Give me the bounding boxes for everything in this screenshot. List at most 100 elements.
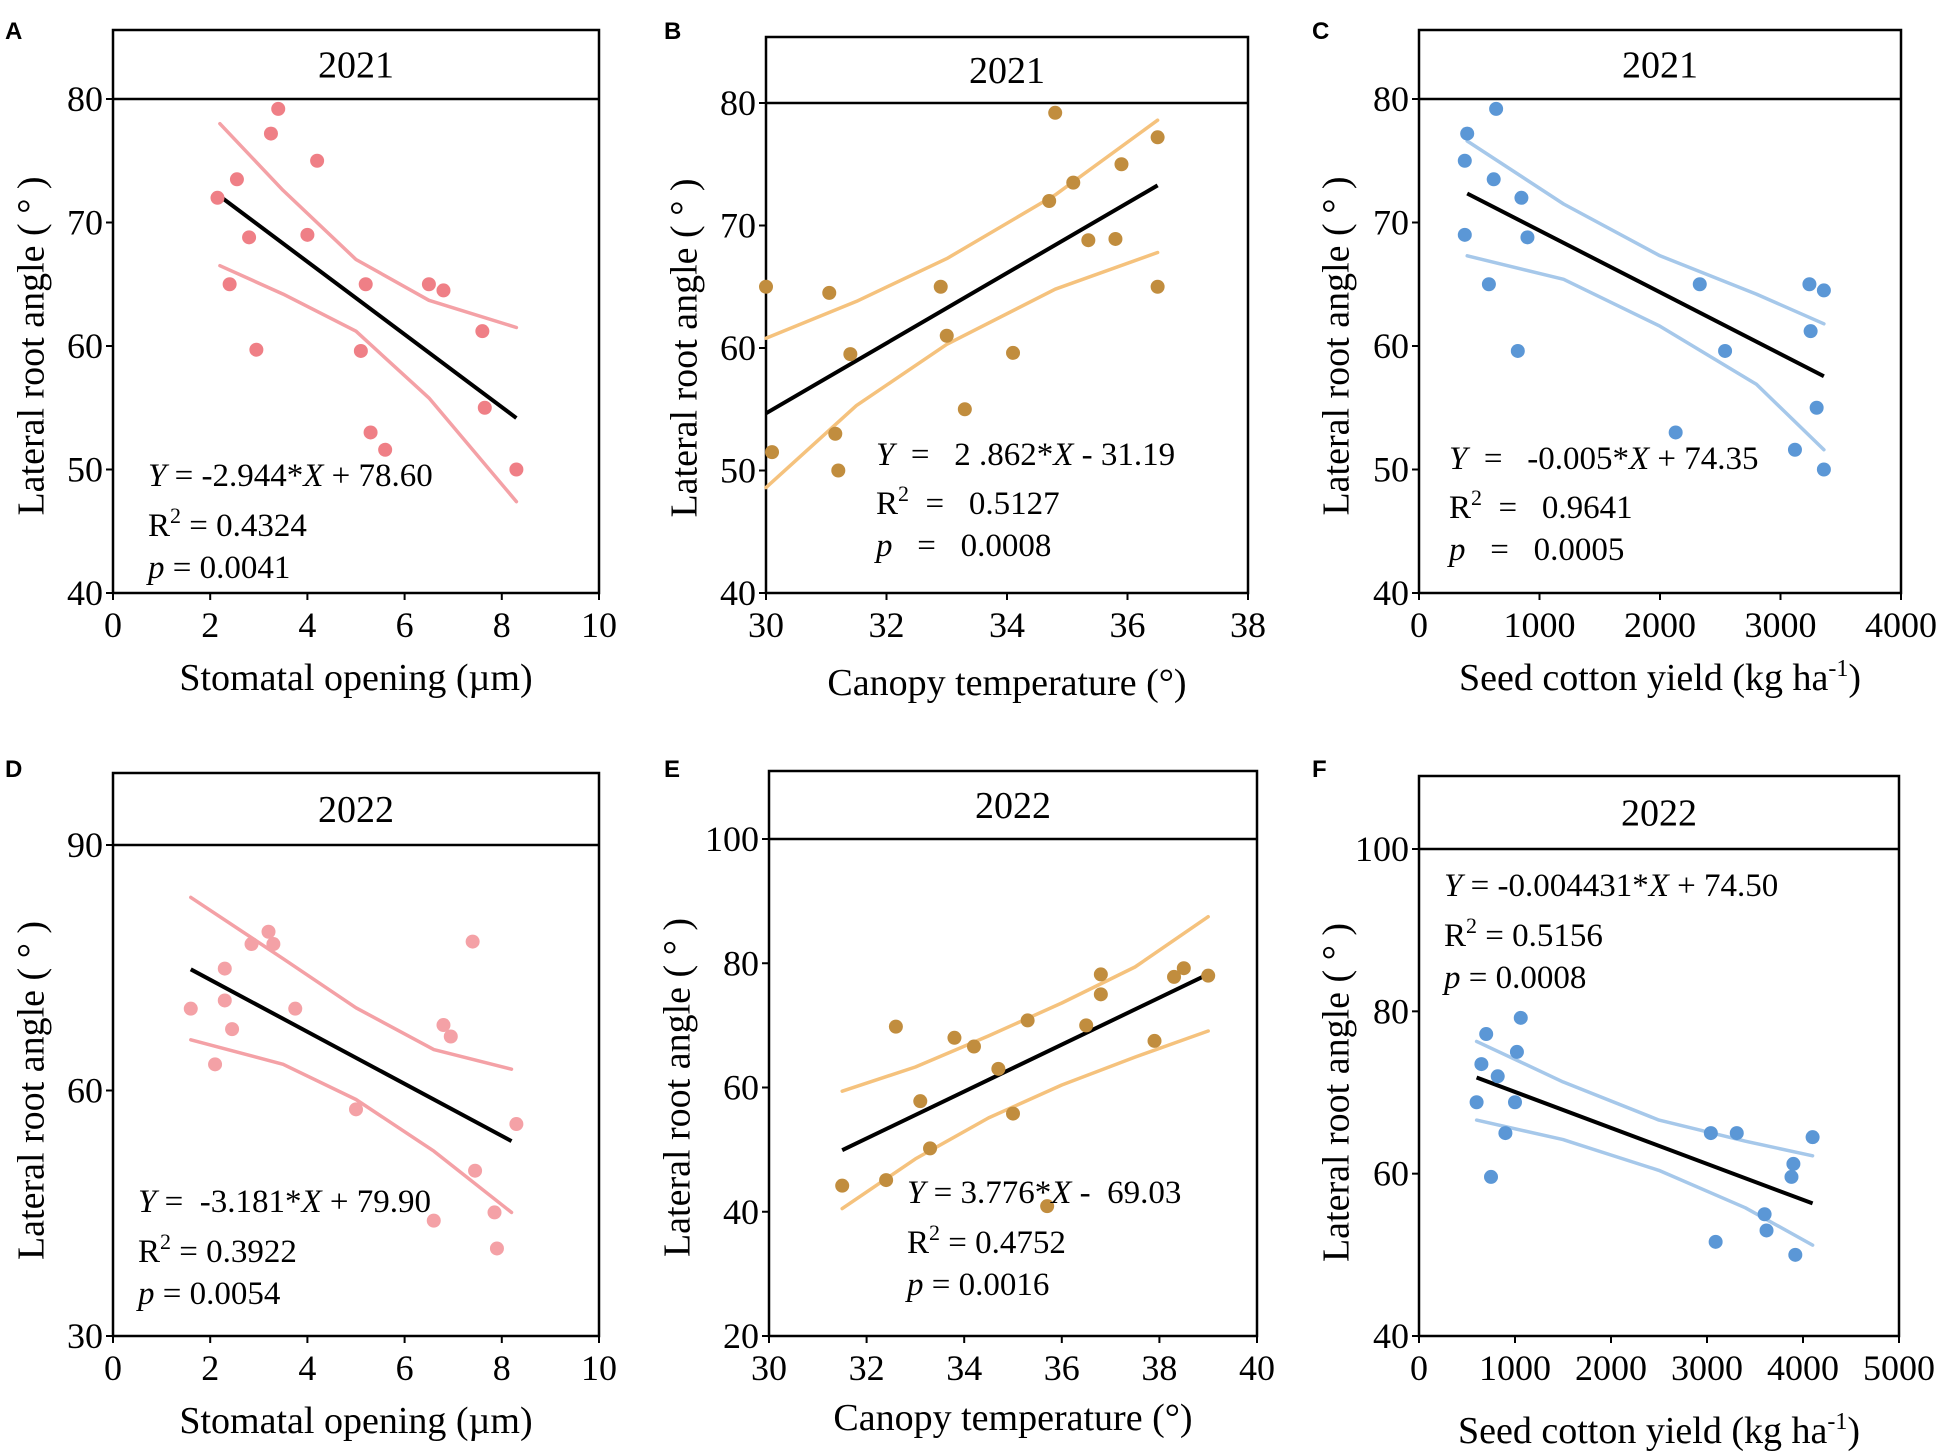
data-point	[939, 328, 954, 343]
x-tick-label: 32	[869, 605, 905, 645]
data-point	[1108, 231, 1123, 246]
x-tick-label: 30	[751, 1348, 787, 1388]
data-point	[1668, 425, 1683, 440]
confidence-band-lower	[1465, 254, 1826, 452]
data-point	[443, 1029, 458, 1044]
data-point	[947, 1030, 962, 1045]
r-squared-label: R2 = 0.9641	[1449, 485, 1633, 526]
confidence-band-lower	[764, 250, 1160, 490]
data-point	[923, 1141, 938, 1156]
x-tick-label: 4	[298, 605, 316, 645]
y-tick-label: 60	[1373, 326, 1409, 366]
y-tick-label: 100	[705, 819, 759, 859]
r-squared-label: R2 = 0.5156	[1444, 913, 1603, 954]
data-point	[261, 924, 276, 939]
data-point	[1786, 1156, 1801, 1171]
data-point	[349, 1102, 363, 1117]
plot-frame	[1417, 774, 1901, 1338]
x-tick-label: 3000	[1671, 1348, 1743, 1388]
y-axis-title: Lateral root angle ( ° )	[1316, 176, 1358, 515]
data-point	[1759, 1223, 1774, 1238]
data-point	[1784, 1169, 1799, 1184]
data-point	[1508, 1095, 1522, 1110]
panel-A: A 2021 40 50 60 70 80 0 2 4 6 8 10 Stomatal opening (…	[5, 18, 617, 699]
y-axis-title: Lateral root angle ( ° )	[664, 178, 706, 517]
confidence-band-upper	[218, 121, 519, 330]
data-point	[933, 279, 948, 294]
x-tick-label: 0	[104, 1348, 122, 1388]
data-point	[1114, 157, 1129, 172]
y-tick-label: 60	[723, 1068, 759, 1108]
strip-year-label: 2022	[1621, 793, 1697, 835]
data-point	[1040, 1199, 1055, 1214]
data-point	[244, 937, 259, 952]
p-value-label: p = 0.0008	[1442, 960, 1586, 996]
data-point	[1006, 345, 1021, 360]
data-point	[249, 342, 264, 357]
x-tick-label: 0	[1410, 605, 1428, 645]
y-axis-title: Lateral root angle ( ° )	[1316, 923, 1358, 1262]
regression-equation: Y = 3.776*X - 69.03	[907, 1175, 1181, 1211]
x-tick-label: 1000	[1504, 605, 1576, 645]
r-squared-label: R2 = 0.4752	[907, 1220, 1066, 1261]
x-tick-label: 8	[493, 1348, 511, 1388]
data-point	[1484, 1169, 1498, 1184]
data-point	[1020, 1013, 1035, 1028]
data-point	[477, 400, 492, 415]
strip-year-label: 2021	[969, 50, 1045, 92]
data-point	[1481, 277, 1496, 292]
p-value-label: p = 0.0016	[905, 1267, 1049, 1303]
p-value-label: p = 0.0008	[874, 528, 1051, 564]
panel-letter: E	[664, 756, 680, 783]
data-point	[1816, 283, 1831, 298]
data-point	[1718, 343, 1733, 358]
data-point	[225, 1022, 240, 1037]
data-point	[489, 1241, 504, 1256]
data-point	[475, 324, 490, 339]
data-point	[1176, 961, 1191, 976]
data-point	[828, 426, 843, 441]
confidence-band-upper	[189, 895, 514, 1071]
panel-E: E 2022 20 40 60 80 100 30 32 34 36 38 40 Canopy tempe…	[657, 756, 1275, 1439]
x-tick-label: 6	[396, 605, 414, 645]
p-value-label: p = 0.0041	[146, 550, 290, 586]
panel-letter: D	[5, 756, 22, 783]
data-point	[1486, 172, 1501, 187]
p-value-label: p = 0.0054	[136, 1276, 280, 1312]
x-axis-title: Canopy temperature (°)	[833, 1397, 1192, 1439]
data-point	[957, 402, 972, 417]
x-tick-label: 0	[1410, 1348, 1428, 1388]
y-tick-label: 60	[67, 326, 103, 366]
plot-frame	[111, 28, 601, 595]
regression-line	[1466, 191, 1825, 379]
y-tick-label: 90	[67, 825, 103, 865]
x-tick-label: 4	[298, 1348, 316, 1388]
x-tick-label: 34	[946, 1348, 982, 1388]
data-point	[1150, 130, 1165, 145]
y-tick-label: 70	[67, 203, 103, 243]
data-point	[1489, 101, 1504, 116]
data-point	[222, 277, 237, 292]
data-point	[271, 101, 286, 116]
confidence-band-upper	[840, 914, 1210, 1093]
y-tick-label: 60	[720, 328, 756, 368]
data-point	[353, 343, 368, 358]
x-tick-label: 4000	[1865, 605, 1937, 645]
y-tick-label: 50	[1373, 450, 1409, 490]
p-value-label: p = 0.0005	[1447, 532, 1624, 568]
regression-line	[189, 967, 513, 1143]
data-point	[759, 279, 773, 294]
data-point	[288, 1001, 303, 1016]
x-tick-label: 34	[989, 605, 1025, 645]
data-point	[1150, 279, 1165, 294]
data-point	[509, 1117, 524, 1132]
confidence-band-upper	[764, 118, 1160, 340]
data-point	[310, 153, 325, 168]
x-tick-label: 10	[581, 605, 617, 645]
data-point	[1469, 1095, 1484, 1110]
data-point	[1093, 967, 1108, 982]
data-point	[879, 1173, 894, 1188]
data-point	[263, 126, 278, 141]
r-squared-label: R2 = 0.3922	[138, 1229, 297, 1270]
data-point	[913, 1094, 928, 1109]
